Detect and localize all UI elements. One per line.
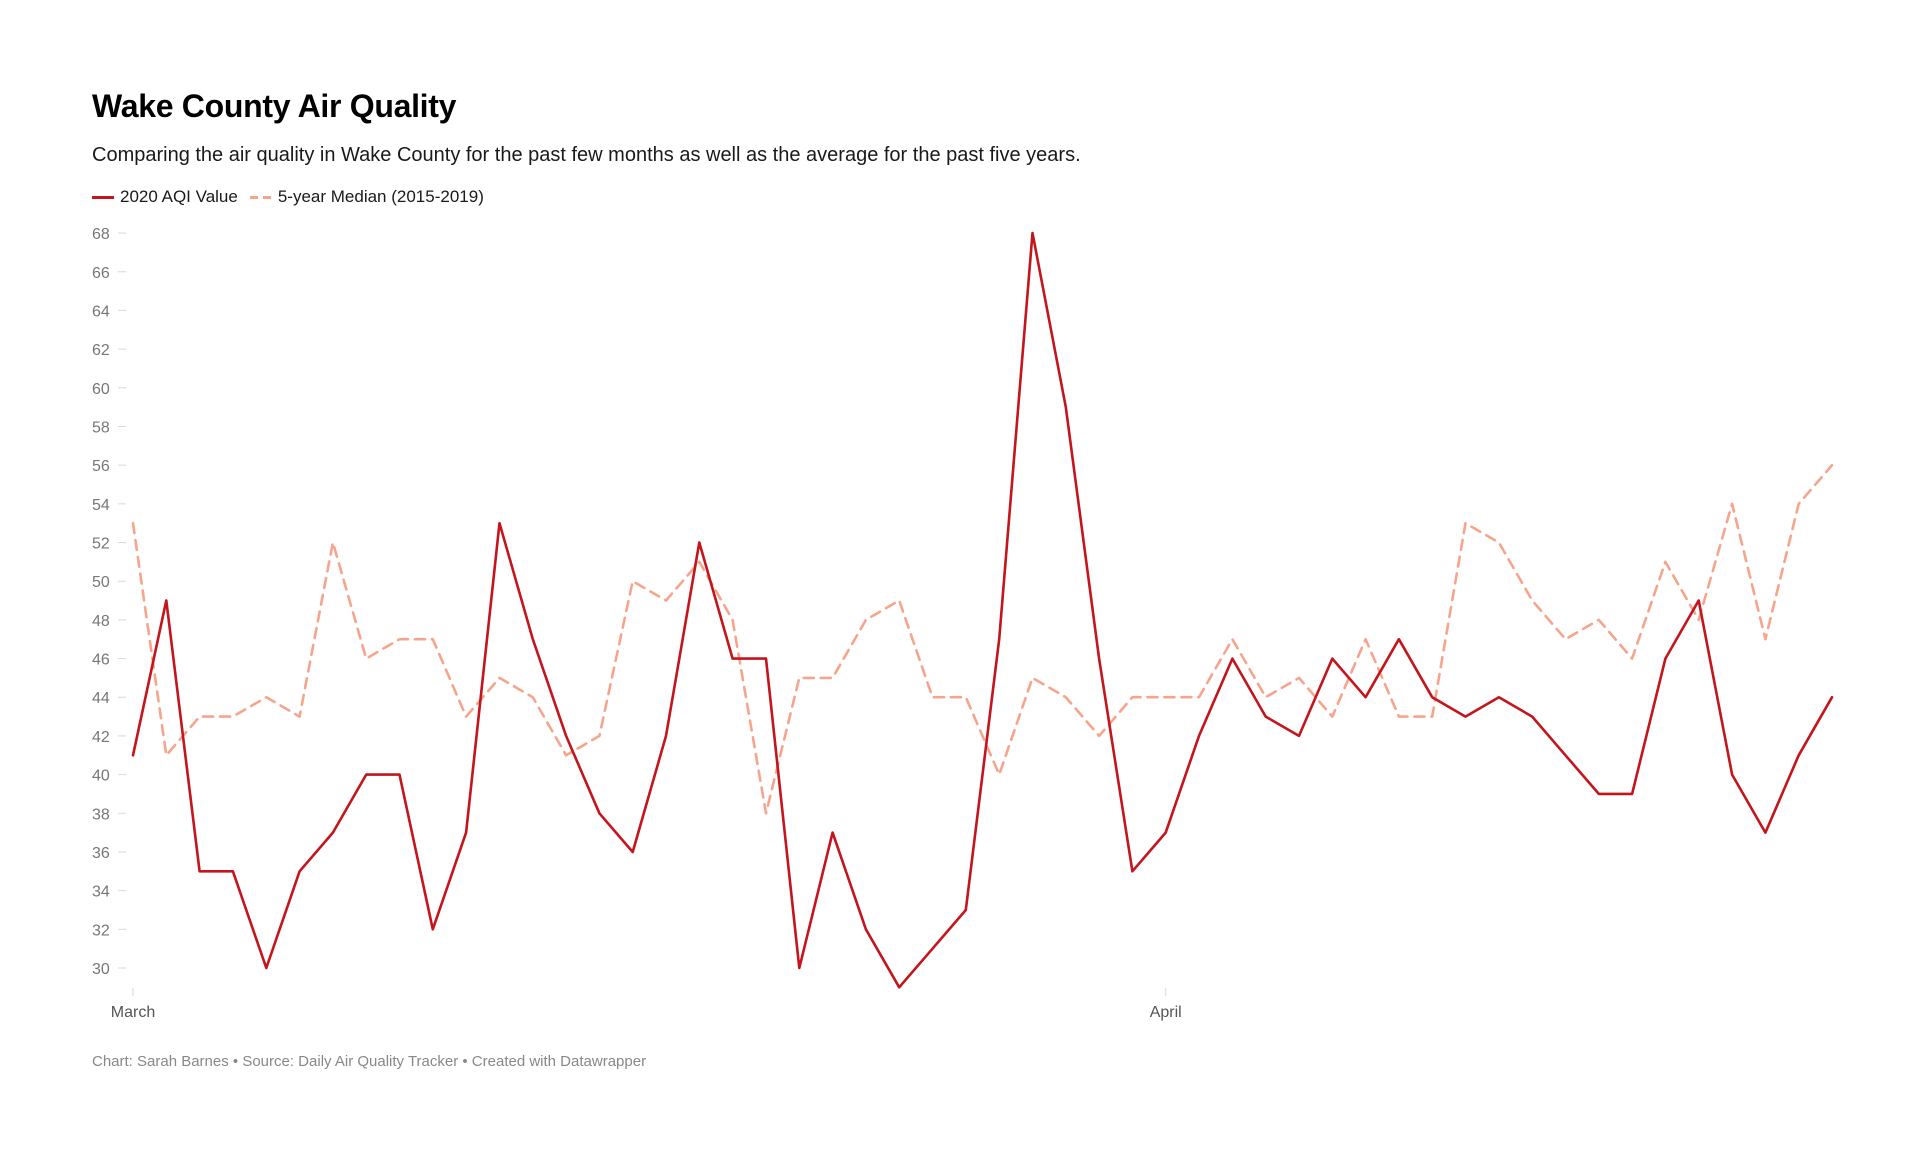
y-tick-label-48: 48 [92,613,110,630]
y-tick-label-66: 66 [92,265,110,282]
series-line-5yr-median [131,463,1834,815]
y-tick-label-56: 56 [92,458,110,475]
y-tick-label-40: 40 [92,768,110,785]
legend: 2020 AQI Value 5-year Median (2015-2019) [92,187,496,207]
y-tick-label-60: 60 [92,381,110,398]
legend-swatch-median [249,195,272,199]
chart-title: Wake County Air Quality [92,88,457,124]
y-tick-label-34: 34 [92,884,110,901]
y-tick-label-32: 32 [92,922,110,939]
legend-swatch-2020 [92,195,114,199]
y-tick-label-62: 62 [92,342,110,359]
y-tick-label-38: 38 [92,806,110,823]
legend-item-2020: 2020 AQI Value [92,187,238,207]
legend-item-median: 5-year Median (2015-2019) [249,187,484,207]
y-tick-label-54: 54 [92,497,110,514]
series-line-2020-aqi [131,231,1834,989]
y-tick-label-58: 58 [92,419,110,436]
y-tick-label-46: 46 [92,652,110,669]
y-tick-label-44: 44 [92,690,110,707]
y-tick-label-68: 68 [92,226,110,243]
y-tick-label-36: 36 [92,845,110,862]
y-tick-label-50: 50 [92,574,110,591]
legend-label-median: 5-year Median (2015-2019) [277,187,484,206]
chart-footer: Chart: Sarah Barnes • Source: Daily Air … [92,1053,647,1070]
y-tick-label-30: 30 [92,961,110,978]
x-tick-label-march: March [111,1004,155,1021]
legend-label-2020: 2020 AQI Value [120,187,238,206]
y-tick-label-52: 52 [92,536,110,553]
chart-subtitle: Comparing the air quality in Wake County… [92,144,1081,166]
y-tick-label-42: 42 [92,729,110,746]
y-tick-label-64: 64 [92,303,110,320]
x-tick-label-april: April [1150,1004,1182,1021]
